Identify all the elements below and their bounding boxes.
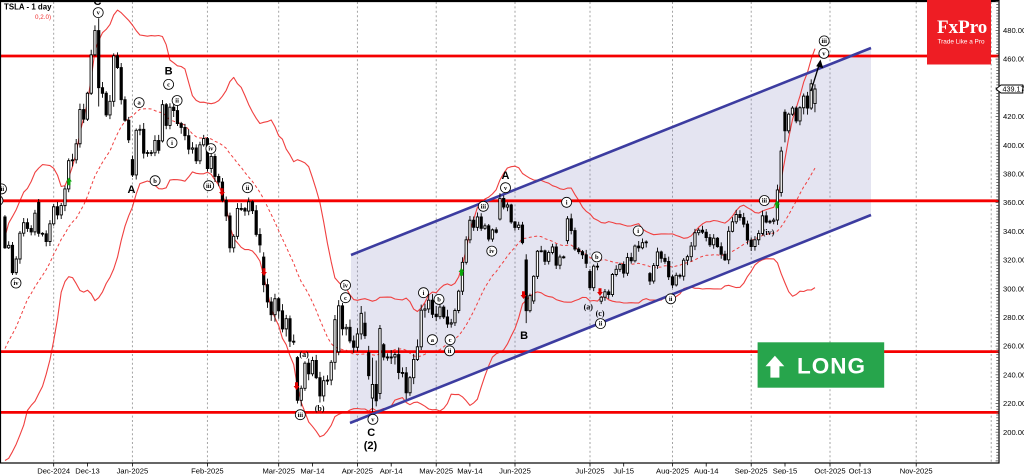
svg-text:v: v [371,417,375,424]
svg-text:A: A [128,184,136,196]
svg-text:iv: iv [208,146,214,153]
svg-text:a: a [431,337,435,344]
svg-text:Oct-13: Oct-13 [849,466,872,474]
svg-text:Jul-15: Jul-15 [613,466,634,474]
svg-text:May-2025: May-2025 [419,466,453,474]
svg-text:ii: ii [669,296,673,303]
svg-text:v: v [504,185,508,192]
svg-text:iii: iii [206,183,212,190]
svg-text:Aug-14: Aug-14 [694,466,719,474]
svg-text:340.00: 340.00 [1003,227,1024,236]
svg-text:Feb-2025: Feb-2025 [191,466,224,474]
svg-text:v: v [822,51,826,58]
svg-text:Trade Like a Pro: Trade Like a Pro [938,39,985,46]
svg-text:Mar-2025: Mar-2025 [262,466,295,474]
svg-text:a: a [137,100,141,107]
svg-text:c: c [167,82,170,89]
svg-text:i: i [171,140,173,147]
svg-text:200.00: 200.00 [1003,428,1024,437]
svg-text:380.00: 380.00 [1003,170,1024,179]
svg-text:Mar-14: Mar-14 [300,466,324,474]
svg-text:Jun-2025: Jun-2025 [499,466,531,474]
svg-text:iii: iii [481,203,487,210]
svg-text:460.00: 460.00 [1003,55,1024,64]
svg-text:(a): (a) [299,350,309,359]
svg-text:ii: ii [448,348,452,355]
svg-text:A: A [502,170,510,182]
svg-text:(a): (a) [584,302,594,311]
svg-text:Sep-2025: Sep-2025 [735,466,768,474]
svg-text:(iv): (iv) [763,228,775,237]
svg-text:ii: ii [246,185,250,192]
svg-text:v: v [97,10,101,17]
svg-text:b: b [437,297,441,304]
svg-text:Sep-15: Sep-15 [773,466,798,474]
svg-text:TSLA - 1 day: TSLA - 1 day [4,3,52,12]
svg-text:ii: ii [175,98,179,105]
svg-text:Nov-2025: Nov-2025 [900,466,933,474]
svg-text:LONG: LONG [797,354,866,379]
svg-text:480.00: 480.00 [1003,26,1024,35]
svg-text:Apr-2025: Apr-2025 [342,466,373,474]
svg-text:ii: ii [599,321,603,328]
svg-text:iv: iv [343,282,349,289]
svg-text:b: b [153,178,157,185]
svg-text:Jul-2025: Jul-2025 [575,466,604,474]
svg-text:i: i [423,290,425,297]
svg-text:(b): (b) [315,404,325,413]
svg-text:(c): (c) [596,309,605,318]
svg-text:Apr-14: Apr-14 [380,466,403,474]
svg-text:iv: iv [489,248,495,255]
svg-text:May-14: May-14 [457,466,482,474]
svg-text:Jan-2025: Jan-2025 [117,466,149,474]
svg-text:i: i [637,228,639,235]
svg-text:c: c [449,337,452,344]
svg-text:220.00: 220.00 [1003,399,1024,408]
svg-text:Dec-2024: Dec-2024 [37,466,70,474]
svg-text:iii: iii [298,412,304,419]
svg-text:C: C [94,0,102,8]
svg-text:280.00: 280.00 [1003,313,1024,322]
svg-text:i: i [566,199,568,206]
svg-text:B: B [520,330,528,342]
svg-text:260.00: 260.00 [1003,342,1024,351]
svg-text:B: B [165,66,173,78]
svg-text:300.00: 300.00 [1003,284,1024,293]
svg-text:240.00: 240.00 [1003,370,1024,379]
svg-text:iv: iv [13,280,19,287]
svg-text:400.00: 400.00 [1003,141,1024,150]
svg-text:Dec-13: Dec-13 [75,466,99,474]
svg-text:420.00: 420.00 [1003,112,1024,121]
svg-text:c: c [344,295,347,302]
svg-text:360.00: 360.00 [1003,198,1024,207]
svg-text:iii: iii [762,198,768,205]
svg-text:iii: iii [0,186,4,193]
svg-text:b: b [595,254,599,261]
svg-text:FxPro: FxPro [937,17,987,38]
svg-text:C: C [367,427,375,439]
svg-text:Aug-2025: Aug-2025 [656,466,689,474]
svg-text:(2): (2) [364,440,378,452]
svg-text:0,2.0): 0,2.0) [35,14,51,21]
svg-text:Oct-2025: Oct-2025 [814,466,845,474]
svg-text:320.00: 320.00 [1003,256,1024,265]
svg-text:439.17: 439.17 [1003,85,1024,94]
svg-text:iii: iii [821,38,827,45]
